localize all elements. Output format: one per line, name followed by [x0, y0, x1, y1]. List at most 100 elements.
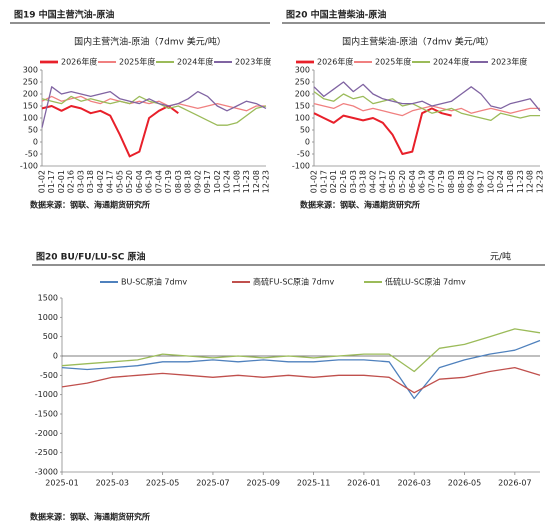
- x-tick-label: 2026-01: [347, 479, 380, 488]
- x-tick-label: 05-20: [125, 170, 134, 193]
- x-tick-label: 2025-09: [247, 479, 280, 488]
- x-tick-label: 11-08: [232, 170, 241, 193]
- legend-label: 2023年度: [235, 57, 271, 67]
- x-tick-label: 04-17: [106, 170, 115, 193]
- legend-label: 2026年度: [317, 57, 353, 67]
- y-tick-label: 0: [53, 352, 58, 361]
- x-tick-label: 2025-11: [297, 479, 330, 488]
- x-tick-label: 02-16: [339, 170, 348, 193]
- x-tick-label: 09-02: [193, 170, 202, 193]
- x-tick-label: 05-20: [398, 170, 407, 193]
- x-tick-label: 08-18: [457, 170, 466, 193]
- y-tick-label: 500: [43, 332, 58, 341]
- y-tick-label: 250: [23, 78, 38, 87]
- x-tick-label: 2025-01: [45, 479, 78, 488]
- y-tick-label: 300: [23, 66, 38, 75]
- y-tick-label: -3000: [35, 468, 58, 477]
- x-tick-label: 03-18: [86, 170, 95, 193]
- y-tick-label: 150: [23, 102, 38, 111]
- series-line: [313, 81, 541, 112]
- x-tick-label: 10-24: [496, 170, 505, 193]
- y-tick-label: -1500: [35, 410, 58, 419]
- x-tick-label: 03-03: [76, 170, 85, 193]
- y-tick-label: -1000: [35, 390, 58, 399]
- y-tick-label: 300: [295, 66, 310, 75]
- series-line: [61, 328, 541, 373]
- x-tick-label: 11-08: [506, 170, 515, 193]
- x-tick-label: 04-02: [96, 170, 105, 193]
- x-tick-label: 07-04: [427, 170, 436, 193]
- y-tick-label: -100: [292, 162, 310, 171]
- source-note: 数据来源：钢联、海通期货研究所: [30, 200, 150, 210]
- y-tick-label: 50: [28, 126, 38, 135]
- legend-label: 高硫FU-SC原油 7dmv: [253, 277, 335, 287]
- y-tick-label: 200: [23, 90, 38, 99]
- series-line: [41, 95, 267, 126]
- y-tick-label: -50: [25, 150, 38, 159]
- y-tick-label: -2000: [35, 429, 58, 438]
- x-tick-label: 2026-03: [397, 479, 430, 488]
- legend-label: 低硫LU-SC原油 7dmv: [385, 277, 466, 287]
- x-tick-label: 07-19: [437, 170, 446, 193]
- x-tick-label: 03-03: [349, 170, 358, 193]
- source-note: 数据来源：钢联、海通期货研究所: [300, 200, 420, 210]
- x-tick-label: 10-02: [213, 170, 222, 193]
- x-tick-label: 06-04: [135, 170, 144, 193]
- legend-label: 2025年度: [119, 57, 155, 67]
- source-note: 数据来源：钢联、海通期货研究所: [30, 512, 150, 522]
- x-tick-label: 07-04: [154, 170, 163, 193]
- chart-title: 国内主营柴油-原油（7dmv 美元/吨）: [342, 36, 494, 48]
- x-tick-label: 2025-05: [146, 479, 179, 488]
- series-line: [61, 366, 541, 394]
- series-line: [41, 105, 179, 158]
- unit-label: 元/吨: [490, 251, 511, 263]
- y-tick-label: -100: [20, 162, 38, 171]
- y-tick-label: 250: [295, 78, 310, 87]
- x-tick-label: 11-23: [516, 170, 525, 193]
- y-tick-label: 100: [23, 114, 38, 123]
- y-tick-label: 50: [300, 126, 310, 135]
- x-tick-label: 02-16: [67, 170, 76, 193]
- legend-label: 2024年度: [177, 57, 213, 67]
- x-tick-label: 11-23: [242, 170, 251, 193]
- y-tick-label: 100: [295, 114, 310, 123]
- figure-caption: 图20 BU/FU/LU-SC 原油: [36, 251, 146, 263]
- legend-label: 2024年度: [433, 57, 469, 67]
- x-tick-label: 06-04: [408, 170, 417, 193]
- y-tick-label: 1500: [38, 294, 58, 303]
- series-line: [41, 86, 267, 128]
- y-tick-label: 200: [295, 90, 310, 99]
- x-tick-label: 09-17: [203, 170, 212, 193]
- x-tick-label: 01-02: [38, 170, 47, 193]
- figure-caption: 图20 中国主营柴油-原油: [286, 9, 386, 21]
- legend-label: 2026年度: [61, 57, 97, 67]
- figure-caption: 图19 中国主营汽油-原油: [14, 9, 114, 21]
- x-tick-label: 10-02: [486, 170, 495, 193]
- x-tick-label: 05-05: [115, 170, 124, 193]
- x-tick-label: 07-19: [164, 170, 173, 193]
- x-tick-label: 06-19: [418, 170, 427, 193]
- x-tick-label: 10-24: [223, 170, 232, 193]
- x-tick-label: 12-23: [262, 170, 271, 193]
- x-tick-label: 08-03: [447, 170, 456, 193]
- series-line: [313, 107, 452, 155]
- x-tick-label: 01-17: [47, 170, 56, 193]
- x-tick-label: 02-01: [329, 170, 338, 193]
- chart-title: 国内主营汽油-原油（7dmv 美元/吨）: [74, 36, 226, 48]
- y-tick-label: -50: [297, 150, 310, 159]
- x-tick-label: 12-08: [526, 170, 535, 193]
- series-line: [313, 91, 540, 122]
- x-tick-label: 05-05: [388, 170, 397, 193]
- legend-label: 2023年度: [491, 57, 527, 67]
- legend-label: BU-SC原油 7dmv: [121, 277, 187, 287]
- x-tick-label: 12-08: [252, 170, 261, 193]
- x-tick-label: 02-01: [57, 170, 66, 193]
- series-line: [313, 102, 540, 117]
- series-line: [61, 339, 541, 400]
- x-tick-label: 04-17: [378, 170, 387, 193]
- x-tick-label: 06-19: [145, 170, 154, 193]
- x-tick-label: 01-02: [310, 170, 319, 193]
- y-tick-label: 1000: [38, 313, 58, 322]
